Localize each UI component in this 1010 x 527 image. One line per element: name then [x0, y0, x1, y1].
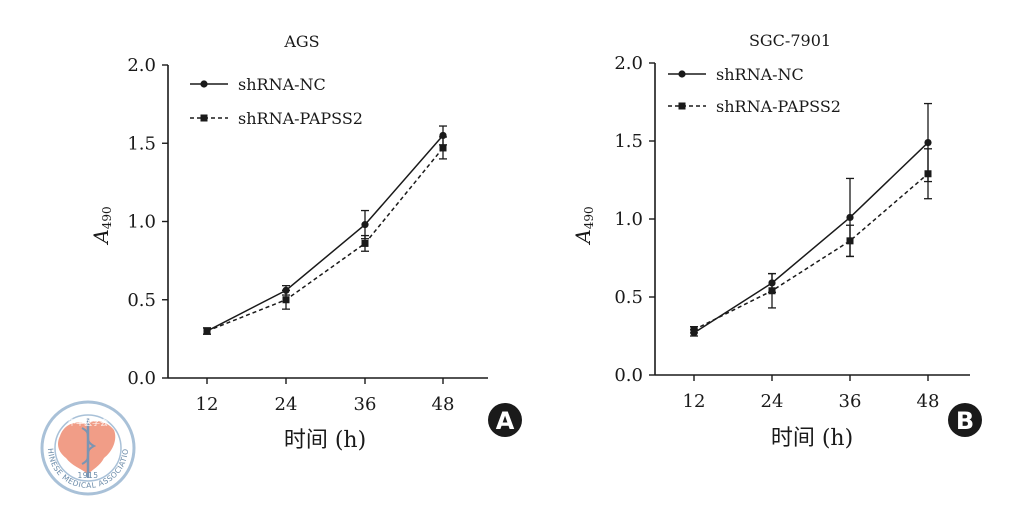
data-point-circle	[439, 131, 447, 140]
legend-marker-square	[200, 114, 208, 122]
series-line	[206, 147, 444, 332]
y-tick-label: 1.0	[127, 212, 156, 233]
data-point-square	[439, 144, 447, 152]
legend-item: shRNA-PAPSS2	[190, 109, 363, 128]
logo-map-shape	[58, 421, 116, 474]
series-shrna-papss2	[203, 136, 447, 335]
series-line	[693, 173, 929, 331]
legend: shRNA-NC shRNA-PAPSS2	[668, 65, 841, 116]
legend-label: shRNA-NC	[238, 75, 326, 94]
data-point-square	[282, 296, 290, 304]
y-axis-label-main: A	[571, 229, 595, 245]
y-axis-label: A490	[571, 206, 596, 245]
y-tick-label: 0.5	[127, 290, 156, 311]
series-shrna-nc	[203, 125, 447, 335]
chart-title: AGS	[283, 32, 319, 51]
legend-marker-circle	[678, 70, 686, 78]
y-axis-label: A490	[89, 206, 114, 245]
data-point-circle	[690, 329, 698, 337]
x-tick-label: 24	[275, 394, 298, 415]
x-tick-label: 48	[917, 391, 940, 412]
legend-marker-circle	[200, 80, 208, 88]
data-point-circle	[203, 327, 211, 335]
data-point-circle	[361, 221, 369, 229]
x-tick-label: 36	[354, 394, 377, 415]
x-tick-label: 48	[432, 394, 455, 415]
legend-item: shRNA-NC	[668, 65, 804, 84]
data-point-circle	[282, 286, 290, 294]
chart-panel-b: SGC-7901 0.0 0.5 1.0 1.5 2.0 12 24 36 48 时间 (h) A49…	[571, 31, 982, 451]
x-axis-label: 时间 (h)	[771, 426, 853, 451]
logo-inner-ring	[54, 414, 122, 482]
legend-marker-square	[678, 102, 686, 110]
data-point-circle	[924, 138, 932, 147]
y-tick-label: 0.5	[614, 287, 643, 308]
series-line	[693, 142, 929, 334]
logo-chinese-text: 中华医学会	[68, 417, 108, 427]
x-tick-label: 12	[683, 391, 706, 412]
data-point-circle	[768, 279, 776, 287]
x-axis-label: 时间 (h)	[284, 428, 366, 453]
y-tick-label: 2.0	[127, 55, 156, 76]
chart-title: SGC-7901	[749, 31, 831, 50]
y-axis-label-main: A	[89, 229, 113, 245]
chinese-medical-association-logo: 中华医学会1915CHINESE MEDICAL ASSOCIATION	[0, 0, 136, 496]
y-tick-label: 1.5	[127, 133, 156, 154]
series-line	[206, 134, 444, 332]
y-tick-label: 0.0	[614, 365, 643, 386]
y-axis-label-subscript: 490	[582, 206, 596, 229]
data-point-square	[361, 239, 369, 247]
panel-badge-circle	[488, 403, 522, 437]
y-axis-label-subscript: 490	[100, 206, 114, 229]
legend-label: shRNA-PAPSS2	[716, 97, 841, 116]
panel-badge: B	[948, 403, 982, 437]
legend-item: shRNA-NC	[190, 75, 326, 94]
series-shrna-papss2	[690, 148, 932, 334]
logo-year: 1915	[77, 471, 98, 480]
legend-label: shRNA-PAPSS2	[238, 109, 363, 128]
y-tick-label: 1.5	[614, 131, 643, 152]
series-shrna-nc	[690, 102, 932, 337]
legend-item: shRNA-PAPSS2	[668, 97, 841, 116]
data-point-circle	[846, 213, 854, 222]
y-tick-label: 2.0	[614, 53, 643, 74]
y-tick-label: 0.0	[127, 368, 156, 389]
panel-badge: A	[488, 403, 522, 437]
panel-badge-letter: A	[496, 407, 515, 435]
x-tick-label: 36	[839, 391, 862, 412]
x-tick-label: 24	[761, 391, 784, 412]
legend: shRNA-NC shRNA-PAPSS2	[190, 75, 363, 128]
panel-badge-circle	[948, 403, 982, 437]
x-tick-label: 12	[196, 394, 219, 415]
logo-serpent	[81, 427, 97, 465]
panel-badge-letter: B	[956, 407, 974, 435]
y-tick-label: 1.0	[614, 209, 643, 230]
legend-label: shRNA-NC	[716, 65, 804, 84]
